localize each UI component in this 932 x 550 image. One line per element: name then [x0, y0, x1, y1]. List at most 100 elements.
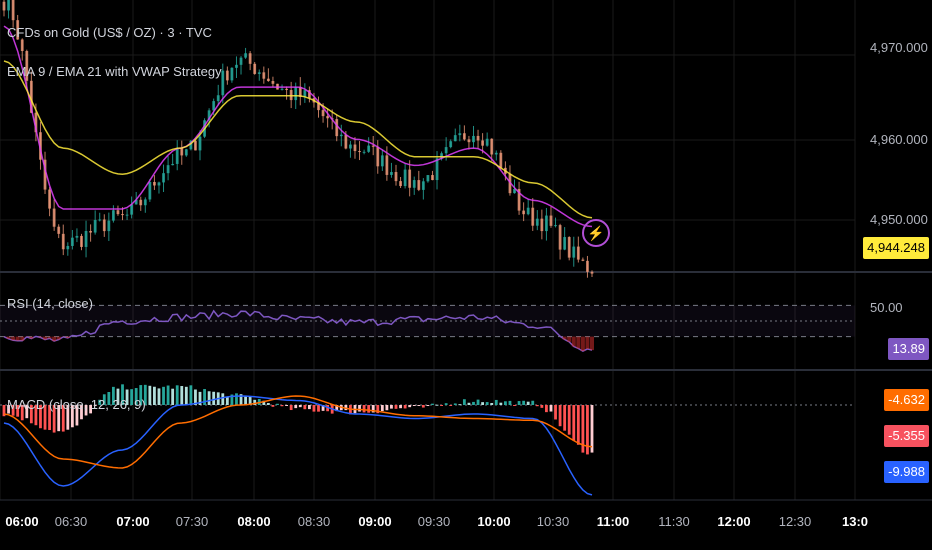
price-tick-1: 4,970.000 — [870, 40, 928, 55]
macd-histogram-bar — [130, 389, 134, 405]
macd-histogram-bar — [586, 405, 589, 455]
macd-histogram-bar — [371, 405, 375, 413]
macd-histogram-bar — [203, 389, 206, 405]
price-candle — [134, 199, 138, 205]
price-candle — [212, 101, 216, 111]
macd-histogram-bar — [7, 405, 10, 414]
macd-signal-tag: -4.632 — [884, 389, 929, 411]
macd-histogram-bar — [449, 405, 453, 406]
macd-histogram-bar — [139, 385, 143, 405]
price-candle — [586, 260, 589, 272]
price-candle — [426, 175, 430, 182]
ema-slow-line — [3, 60, 593, 219]
price-candle — [485, 138, 489, 146]
price-candle — [303, 90, 307, 97]
strategy-legend[interactable]: EMA 9 / EMA 21 with VWAP Strategy — [7, 64, 222, 79]
macd-histogram-bar — [184, 386, 188, 405]
time-axis-label: 08:30 — [297, 514, 331, 529]
lightning-icon[interactable]: ⚡ — [582, 219, 610, 247]
ema-fast-line — [3, 25, 593, 228]
price-candle — [531, 207, 535, 226]
price-candle — [335, 119, 339, 137]
symbol-title[interactable]: CFDs on Gold (US$ / OZ) · 3 · TVC — [7, 25, 212, 40]
price-candle — [390, 172, 393, 175]
macd-histogram-bar — [494, 399, 498, 405]
macd-histogram-bar — [567, 405, 571, 435]
macd-histogram-bar — [153, 386, 156, 405]
price-candle — [467, 139, 471, 143]
macd-histogram-bar — [285, 405, 289, 406]
macd-histogram-bar — [403, 405, 407, 409]
last-price-tag: 4,944.248 — [863, 237, 929, 259]
price-candle — [554, 225, 557, 227]
rsi-pane — [0, 304, 855, 352]
price-candle — [517, 188, 521, 211]
macd-histogram-bar — [80, 405, 83, 420]
price-candle — [221, 70, 225, 96]
macd-histogram-bar — [225, 397, 229, 405]
price-candle — [298, 87, 302, 97]
price-tick-3: 4,950.000 — [870, 212, 928, 227]
macd-histogram-bar — [444, 403, 448, 405]
price-candle — [111, 210, 115, 221]
time-axis-label: 09:00 — [358, 514, 392, 529]
price-candle — [545, 215, 548, 232]
price-candle — [367, 145, 371, 152]
price-candle — [125, 214, 129, 216]
macd-histogram-bar — [558, 405, 562, 427]
price-candle — [385, 155, 389, 175]
macd-histogram-bar — [239, 394, 243, 405]
macd-histogram-bar — [472, 401, 475, 405]
price-candle — [239, 57, 243, 65]
macd-histogram-bar — [194, 389, 197, 405]
price-candle — [421, 181, 425, 190]
price-candle — [48, 189, 51, 209]
macd-line-tag: -9.988 — [884, 461, 929, 483]
macd-histogram-bar — [380, 405, 384, 412]
price-candle — [476, 135, 480, 141]
rsi-mid-label: 50.00 — [870, 300, 903, 315]
macd-histogram-bar — [276, 403, 279, 405]
macd-histogram-bar — [262, 400, 266, 405]
time-axis-label: 06:30 — [54, 514, 88, 529]
price-candle — [417, 180, 421, 190]
price-candle — [558, 225, 562, 250]
price-candle — [20, 39, 24, 52]
macd-histogram-bar — [312, 405, 316, 412]
rsi-legend[interactable]: RSI (14, close) — [7, 296, 93, 311]
macd-histogram-bar — [134, 388, 138, 405]
price-candle — [253, 63, 257, 74]
price-candle — [307, 90, 311, 99]
price-candle — [449, 141, 453, 148]
macd-histogram-bar — [412, 405, 416, 406]
price-candle — [472, 135, 475, 143]
price-candle — [148, 181, 152, 200]
macd-histogram-bar — [526, 401, 530, 405]
macd-histogram-bar — [289, 405, 293, 411]
macd-histogram-bar — [298, 405, 302, 408]
price-candle — [2, 1, 6, 11]
pane-dividers — [0, 271, 932, 501]
price-candle — [399, 181, 402, 187]
macd-histogram-bar — [531, 400, 535, 405]
macd-histogram-bar — [75, 405, 79, 426]
macd-histogram-bar — [212, 391, 216, 405]
macd-histogram-bar — [125, 389, 129, 405]
macd-histogram-bar — [508, 400, 512, 405]
price-candle — [102, 219, 106, 232]
time-axis-label: 08:00 — [237, 514, 271, 529]
macd-histogram-bar — [490, 403, 494, 405]
macd-histogram-bar — [266, 402, 270, 405]
price-candle — [435, 158, 439, 181]
price-candle — [440, 153, 443, 159]
macd-histogram-bar — [207, 391, 211, 405]
time-axis-label: 11:30 — [658, 514, 690, 529]
price-candle — [590, 271, 594, 274]
macd-histogram-bar — [590, 405, 594, 453]
price-candle — [280, 88, 284, 90]
price-candle — [166, 165, 170, 174]
macd-histogram-bar — [57, 405, 61, 432]
macd-legend[interactable]: MACD (close, 12, 26, 9) — [7, 397, 146, 412]
price-candle — [7, 0, 10, 11]
